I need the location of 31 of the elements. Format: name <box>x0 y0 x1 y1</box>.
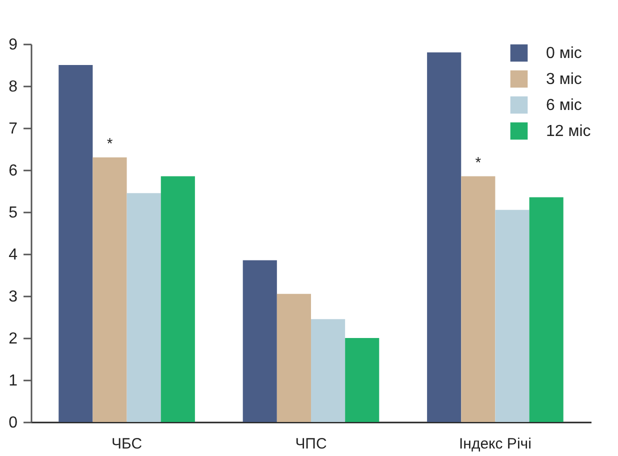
bar <box>126 193 161 422</box>
bar <box>345 338 380 422</box>
x-tick-label: ЧПС <box>295 436 327 452</box>
annotation: * <box>106 135 113 152</box>
legend-label: 0 міс <box>546 45 582 62</box>
annotation: * <box>475 154 482 172</box>
bar <box>495 210 530 422</box>
legend-label: 3 міс <box>546 71 582 88</box>
x-tick-label: ЧБС <box>112 436 142 452</box>
y-tick-label: 7 <box>8 120 18 138</box>
bar <box>311 319 346 422</box>
bar <box>58 65 93 422</box>
y-tick-label: 0 <box>8 414 18 432</box>
bar <box>461 176 496 422</box>
legend-label: 6 міс <box>546 97 582 114</box>
y-tick-label: 1 <box>8 372 18 390</box>
y-tick-label: 9 <box>8 36 18 54</box>
legend-label: 12 міс <box>546 123 591 140</box>
y-tick-label: 8 <box>8 78 18 96</box>
y-tick-label: 3 <box>8 288 18 306</box>
bar <box>92 157 127 422</box>
y-tick-label: 6 <box>8 162 18 180</box>
bar <box>427 52 462 422</box>
x-tick-label: Індекс Річі <box>458 436 532 452</box>
bar <box>529 197 564 422</box>
bar <box>160 176 195 422</box>
y-tick-label: 2 <box>8 330 18 348</box>
y-tick-label: 4 <box>8 246 18 264</box>
y-tick-label: 5 <box>8 204 18 222</box>
bar <box>242 260 277 422</box>
bar <box>276 294 311 422</box>
